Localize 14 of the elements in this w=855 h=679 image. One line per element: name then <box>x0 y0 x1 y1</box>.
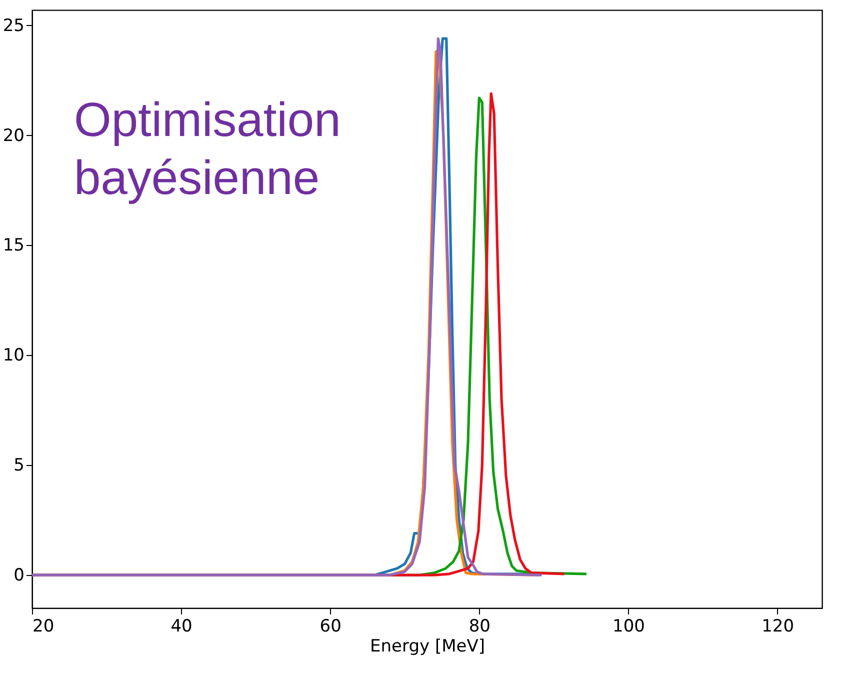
x-tick-label: 80 <box>468 616 490 636</box>
y-tick-label: 25 <box>2 16 24 36</box>
x-tick-label: 120 <box>762 616 794 636</box>
y-tick-label: 10 <box>2 346 24 366</box>
x-axis-title: Energy [MeV] <box>370 636 485 656</box>
y-tick-label: 5 <box>14 456 24 476</box>
annotation: Optimisation bayésienne <box>74 94 341 205</box>
y-tick-label: 15 <box>2 236 24 256</box>
y-tick-label: 20 <box>2 126 24 146</box>
x-tick-label: 60 <box>320 616 342 636</box>
y-tick-label: 0 <box>14 566 24 586</box>
x-tick-label: 100 <box>612 616 645 636</box>
x-tick-label: 40 <box>170 616 192 636</box>
x-tick-label: 20 <box>32 616 54 636</box>
